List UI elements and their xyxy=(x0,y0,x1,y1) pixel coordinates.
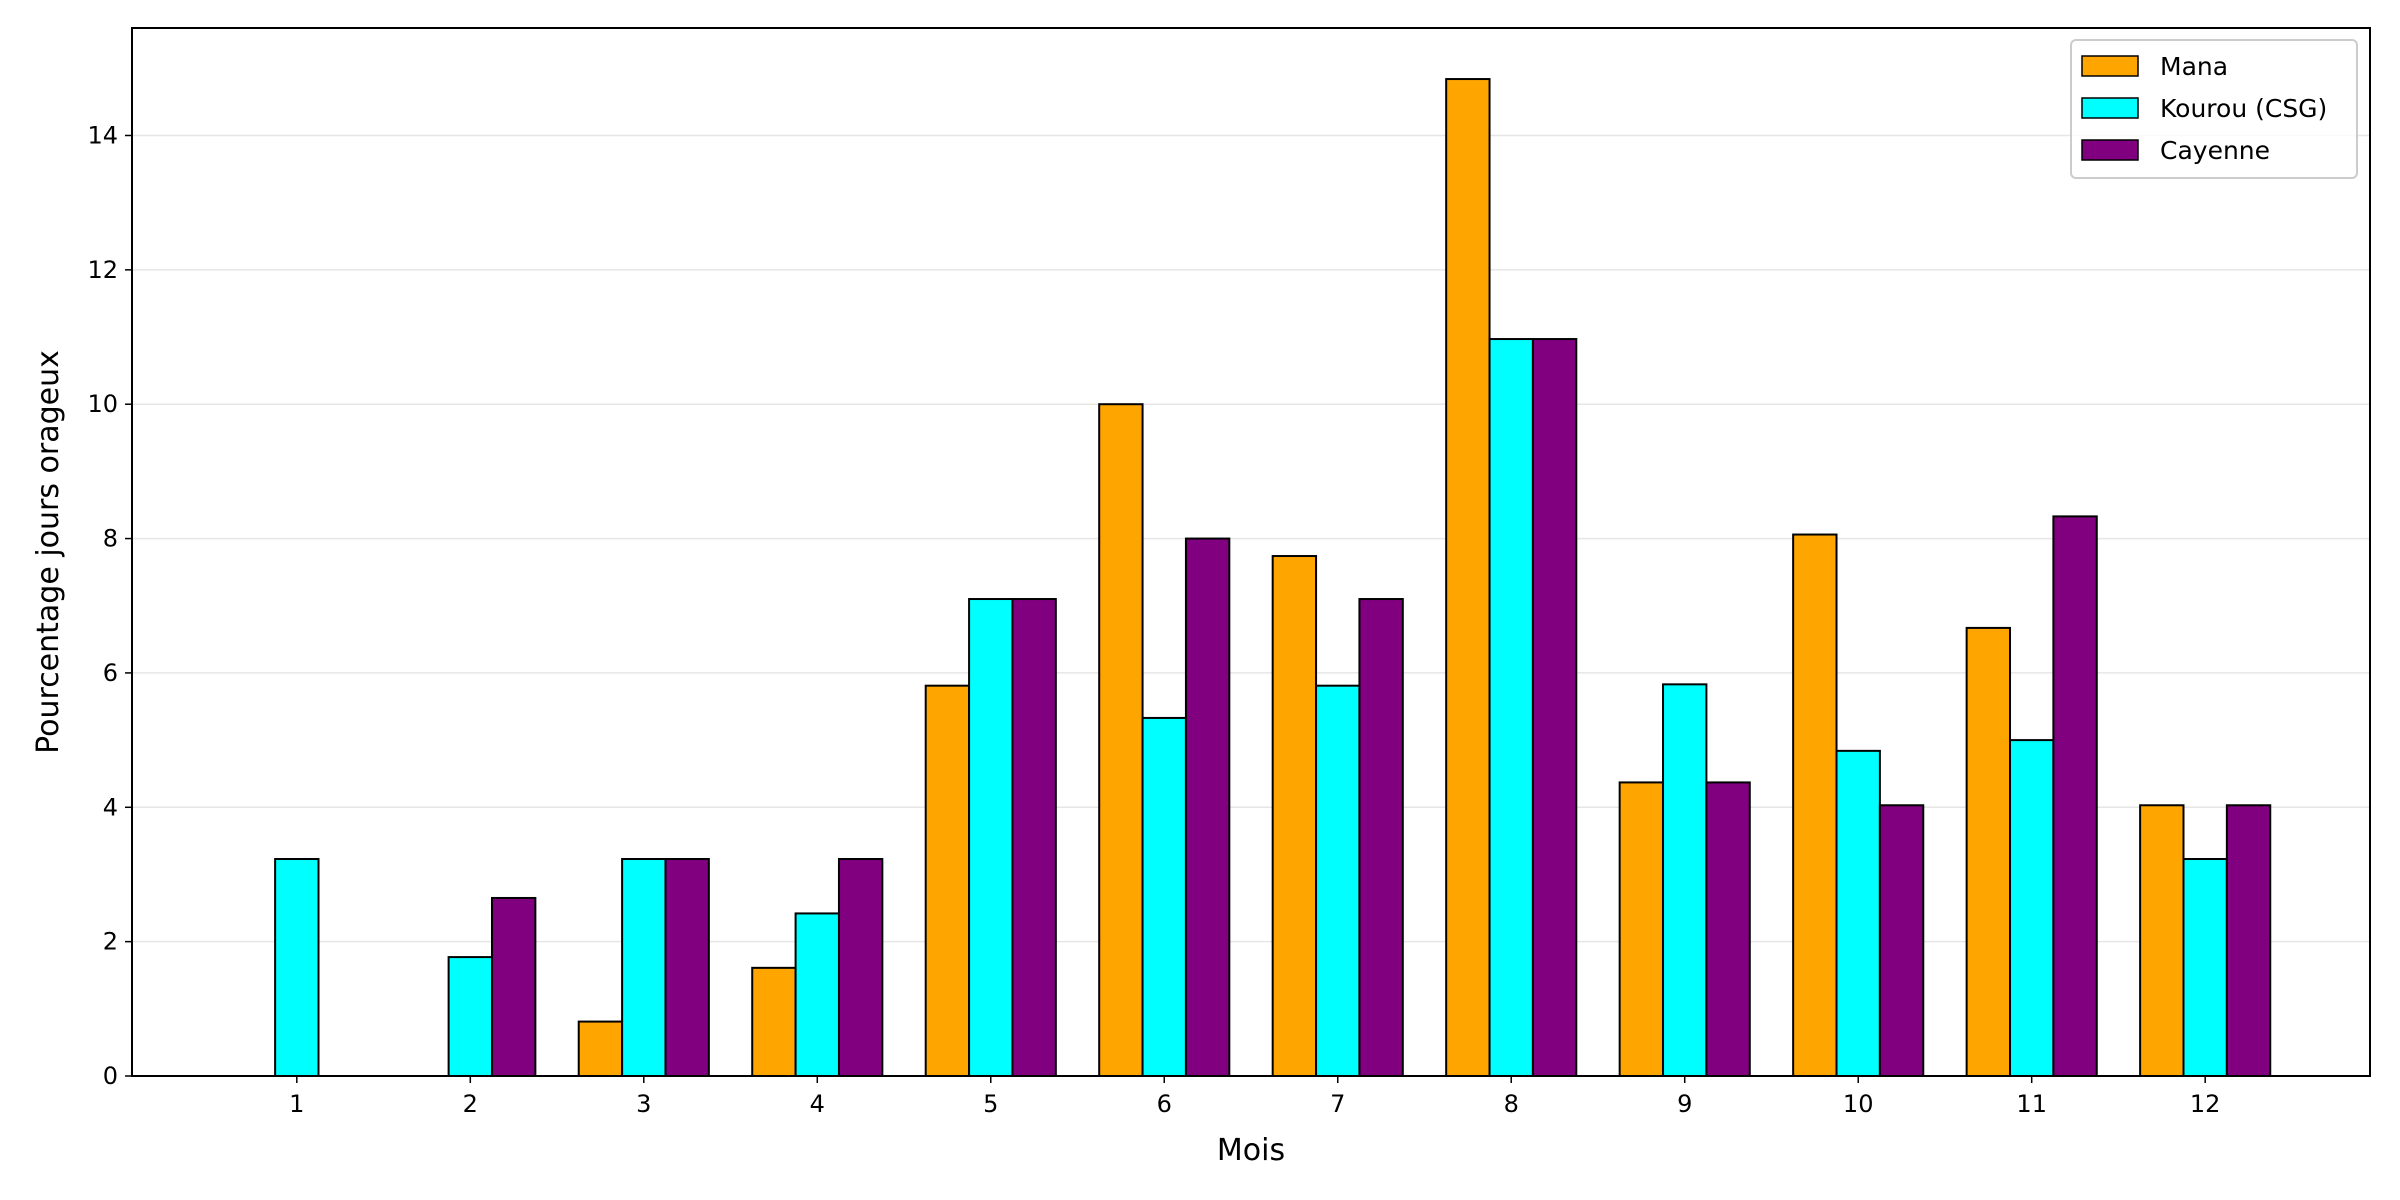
y-tick-label-6: 12 xyxy=(87,256,118,284)
legend-label-mana: Mana xyxy=(2160,52,2228,81)
legend-entry-cayenne: Cayenne xyxy=(2081,136,2270,165)
bar-cayenne-12 xyxy=(2225,804,2272,1077)
x-tick-label-1: 2 xyxy=(463,1090,478,1118)
bar-mana-5 xyxy=(924,684,971,1078)
x-tick-label-4: 5 xyxy=(983,1090,998,1118)
bar-kourou-8 xyxy=(1488,338,1534,1077)
bar-kourou-9 xyxy=(1662,683,1708,1077)
bar-cayenne-11 xyxy=(2052,515,2098,1077)
bar-cayenne-5 xyxy=(1011,598,1057,1077)
legend-swatch-mana xyxy=(2081,55,2139,77)
bar-mana-10 xyxy=(1792,533,1838,1077)
y-tick-label-4: 8 xyxy=(103,525,118,553)
bar-kourou-6 xyxy=(1141,716,1187,1078)
bar-cayenne-6 xyxy=(1184,537,1231,1077)
legend: Mana Kourou (CSG) Cayenne xyxy=(2070,39,2358,179)
y-tick-label-2: 4 xyxy=(103,793,118,821)
bar-kourou-10 xyxy=(1835,749,1881,1077)
x-axis-label: Mois xyxy=(1217,1133,1285,1168)
bar-kourou-7 xyxy=(1315,684,1361,1078)
y-tick-label-1: 2 xyxy=(103,928,118,956)
x-tick-label-3: 4 xyxy=(810,1090,825,1118)
bar-cayenne-7 xyxy=(1358,598,1404,1077)
bar-kourou-3 xyxy=(621,858,667,1077)
bar-cayenne-8 xyxy=(1531,338,1578,1077)
bar-kourou-12 xyxy=(2182,858,2228,1077)
x-tick-label-5: 6 xyxy=(1157,1090,1172,1118)
bar-cayenne-10 xyxy=(1878,804,1925,1077)
legend-swatch-cayenne xyxy=(2081,139,2139,161)
x-tick-label-10: 11 xyxy=(2016,1090,2047,1118)
bar-kourou-4 xyxy=(794,912,840,1078)
bar-mana-8 xyxy=(1445,78,1491,1078)
legend-label-kourou: Kourou (CSG) xyxy=(2160,94,2327,123)
bar-mana-11 xyxy=(1965,626,2012,1078)
y-tick-label-3: 6 xyxy=(103,659,118,687)
plot-frame xyxy=(131,27,2371,1077)
bar-kourou-2 xyxy=(447,956,493,1077)
bar-cayenne-2 xyxy=(490,896,537,1077)
bar-cayenne-3 xyxy=(664,858,710,1077)
y-tick-label-5: 10 xyxy=(87,390,118,418)
bar-mana-6 xyxy=(1098,403,1144,1077)
legend-entry-kourou: Kourou (CSG) xyxy=(2081,94,2327,123)
bar-mana-4 xyxy=(751,966,797,1077)
x-tick-label-7: 8 xyxy=(1504,1090,1519,1118)
x-tick-label-2: 3 xyxy=(636,1090,651,1118)
legend-entry-mana: Mana xyxy=(2081,52,2228,81)
legend-label-cayenne: Cayenne xyxy=(2160,136,2270,165)
bar-mana-3 xyxy=(577,1020,624,1077)
bar-cayenne-4 xyxy=(837,858,884,1077)
y-tick-label-7: 14 xyxy=(87,121,118,149)
bar-mana-7 xyxy=(1271,555,1318,1077)
x-tick-label-0: 1 xyxy=(289,1090,304,1118)
x-tick-label-6: 7 xyxy=(1330,1090,1345,1118)
x-tick-label-9: 10 xyxy=(1843,1090,1874,1118)
bar-cayenne-9 xyxy=(1705,781,1751,1078)
bars xyxy=(274,78,2272,1078)
bar-mana-9 xyxy=(1618,781,1665,1078)
bar-kourou-5 xyxy=(968,598,1014,1077)
x-tick-label-8: 9 xyxy=(1677,1090,1692,1118)
x-tick-label-11: 12 xyxy=(2190,1090,2221,1118)
y-tick-label-0: 0 xyxy=(103,1062,118,1090)
legend-frame xyxy=(2070,39,2358,179)
legend-swatch-kourou xyxy=(2081,97,2139,119)
bar-kourou-1 xyxy=(274,858,320,1077)
bar-mana-12 xyxy=(2139,804,2185,1077)
bar-kourou-11 xyxy=(2009,739,2055,1077)
y-axis-label: Pourcentage jours orageux xyxy=(31,350,66,754)
